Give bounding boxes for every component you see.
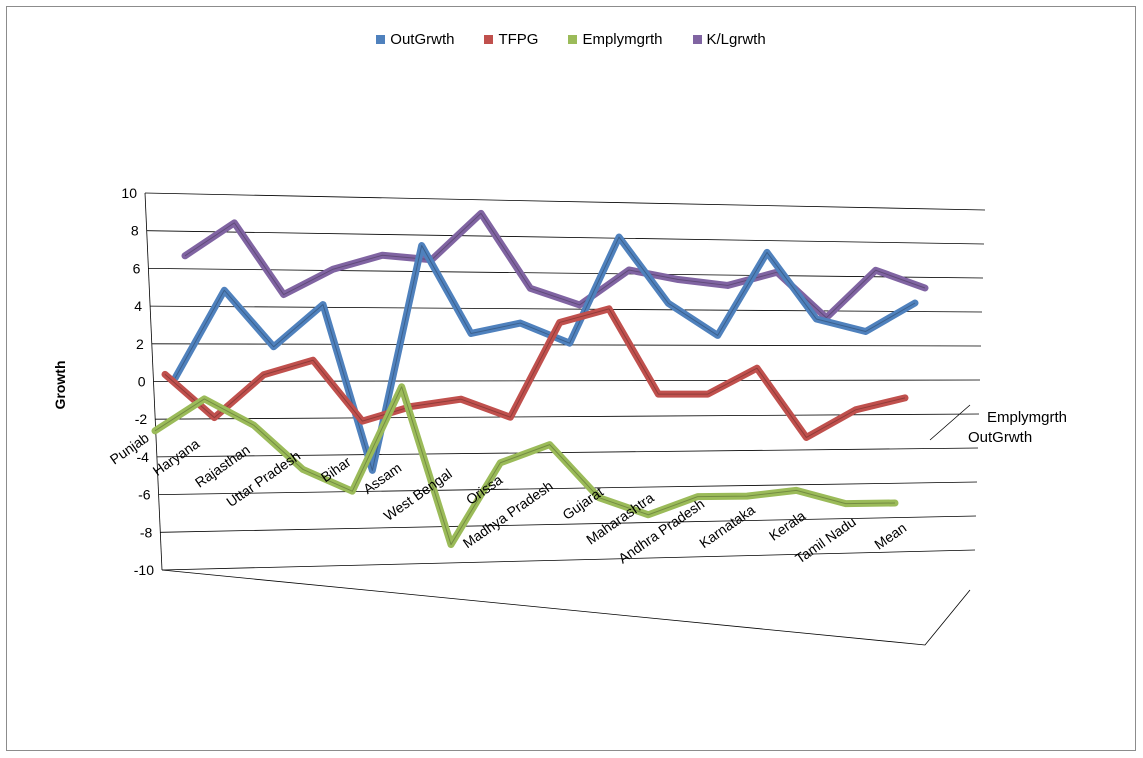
y-axis-title: Growth bbox=[52, 361, 68, 410]
x-tick-label: Mean bbox=[871, 519, 909, 552]
gridline bbox=[155, 413, 980, 420]
depth-label-outgrwth: OutGrwth bbox=[968, 429, 1032, 446]
y-tick-label: 2 bbox=[136, 336, 144, 352]
gridline bbox=[161, 549, 976, 571]
gridline bbox=[156, 447, 979, 458]
legend-item-outgrwth: OutGrwth bbox=[376, 31, 454, 48]
legend-swatch-tfpg bbox=[484, 35, 494, 44]
y-tick-label: -10 bbox=[134, 562, 154, 578]
axes bbox=[144, 192, 971, 646]
gridline bbox=[153, 379, 981, 382]
y-tick-label: -2 bbox=[135, 411, 148, 427]
series-line-tfpg bbox=[161, 305, 909, 441]
chart-frame: OutGrwth TFPG Emplymgrth K/Lgrwth bbox=[6, 6, 1136, 751]
gridline bbox=[158, 481, 978, 495]
series-line-outgrwth bbox=[171, 233, 919, 474]
legend: OutGrwth TFPG Emplymgrth K/Lgrwth bbox=[7, 31, 1135, 48]
y-tick-label: 4 bbox=[134, 298, 142, 314]
legend-item-klgrwth: K/Lgrwth bbox=[692, 31, 766, 48]
series-line-edge bbox=[164, 308, 906, 438]
gridlines bbox=[144, 192, 986, 571]
series-line-edge bbox=[174, 236, 916, 471]
legend-item-emplymgrth: Emplymgrth bbox=[568, 31, 663, 48]
series-line-edge bbox=[154, 386, 896, 546]
y-tick-label: 6 bbox=[133, 260, 141, 276]
legend-item-tfpg: TFPG bbox=[484, 31, 538, 48]
legend-label-tfpg: TFPG bbox=[498, 31, 539, 48]
y-tick-label: -8 bbox=[140, 524, 153, 540]
legend-label-outgrwth: OutGrwth bbox=[390, 31, 455, 48]
series-line-emplymgrth bbox=[151, 383, 899, 549]
series-lines bbox=[151, 209, 929, 549]
y-tick-label: 8 bbox=[131, 223, 139, 239]
series-line-klgrwth bbox=[181, 209, 929, 322]
gridline bbox=[146, 230, 985, 245]
gridline bbox=[144, 192, 986, 211]
y-tick-label: -6 bbox=[138, 487, 151, 503]
legend-label-emplymgrth: Emplymgrth bbox=[582, 31, 663, 48]
depth-edge bbox=[929, 404, 971, 441]
x-tick-label: Kerala bbox=[766, 507, 809, 543]
gridline bbox=[148, 268, 984, 279]
legend-swatch-klgrwth bbox=[692, 35, 702, 44]
y-tick-label: -4 bbox=[136, 449, 149, 465]
legend-swatch-outgrwth bbox=[376, 35, 386, 44]
depth-label-emplymgrth: Emplymgrth bbox=[987, 409, 1067, 426]
y-tick-label: 10 bbox=[121, 185, 137, 201]
x-tick-label: Gujarat bbox=[559, 483, 606, 523]
gridline bbox=[150, 305, 983, 313]
y-tick-label: 0 bbox=[138, 374, 146, 390]
legend-swatch-emplymgrth bbox=[568, 35, 578, 44]
floor-edge bbox=[161, 569, 971, 646]
legend-label-klgrwth: K/Lgrwth bbox=[706, 31, 766, 48]
y-axis-line bbox=[144, 192, 163, 571]
gridline bbox=[160, 515, 977, 533]
